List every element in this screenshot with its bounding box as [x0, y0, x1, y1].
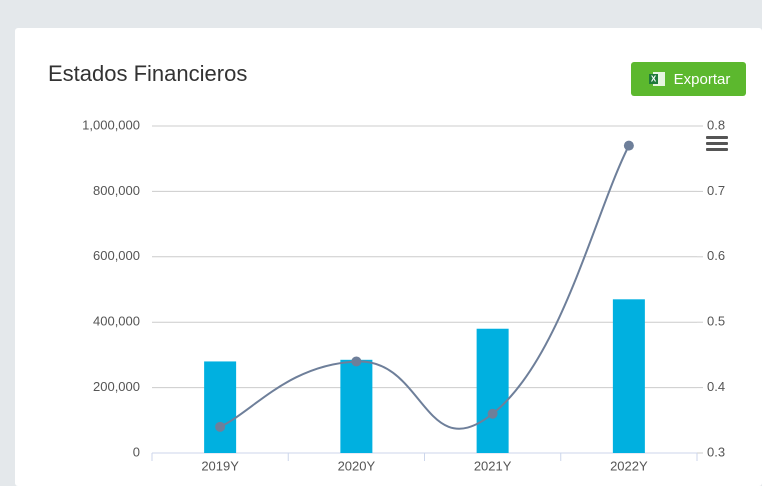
export-label[interactable]: Exportar — [673, 70, 731, 88]
y-tick-label: 0 — [133, 444, 140, 459]
y-tick-label: 1,000,000 — [82, 117, 140, 132]
bar — [204, 361, 237, 453]
x-tick-label: 2021Y — [474, 458, 512, 473]
point — [623, 140, 634, 151]
point — [351, 356, 362, 367]
y-tick-label: 800,000 — [93, 183, 140, 198]
export-button[interactable]: X Exportar — [631, 62, 746, 96]
bar — [612, 299, 645, 453]
y-tick-label: 200,000 — [93, 379, 140, 394]
y2-tick-label: 0.4 — [707, 379, 725, 394]
x-tick-label: 2019Y — [201, 458, 239, 473]
svg-text:X: X — [650, 75, 656, 84]
point — [215, 421, 226, 432]
bar — [340, 359, 373, 453]
excel-icon: X — [648, 72, 665, 86]
menu-icon[interactable] — [706, 136, 728, 151]
y2-tick-label: 0.5 — [707, 314, 725, 329]
y-tick-label: 600,000 — [93, 248, 140, 263]
y2-tick-label: 0.7 — [707, 183, 725, 198]
y2-tick-label: 0.8 — [707, 117, 725, 132]
y2-tick-label: 0.3 — [707, 444, 725, 459]
y2-tick-label: 0.6 — [707, 248, 725, 263]
x-tick-label: 2020Y — [338, 458, 376, 473]
y-tick-label: 400,000 — [93, 314, 140, 329]
chart-title: Estados Financieros — [48, 61, 248, 86]
x-tick-label: 2022Y — [610, 458, 648, 473]
bar — [476, 328, 509, 453]
point — [487, 408, 498, 419]
line — [219, 145, 630, 430]
